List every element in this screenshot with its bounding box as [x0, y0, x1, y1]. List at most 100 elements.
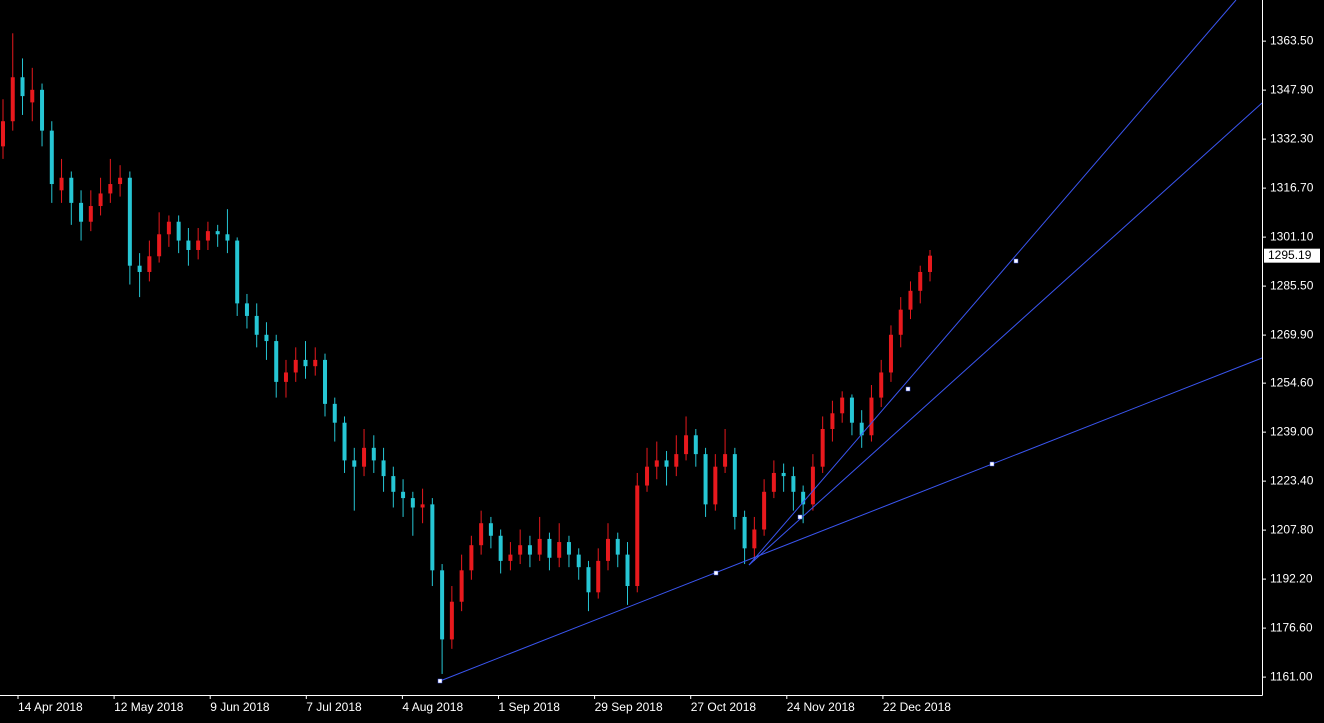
y-tick-label: 1332.30 [1270, 131, 1314, 145]
y-tick-label: 1192.20 [1270, 571, 1313, 585]
candle-body [586, 567, 591, 593]
candle-body [401, 491, 406, 499]
candle-body [235, 240, 240, 304]
candle-body [498, 535, 503, 561]
candle-body [186, 240, 191, 250]
candle-body [703, 454, 708, 505]
handle[interactable] [989, 461, 995, 467]
candle-body [771, 472, 776, 492]
candle-body [752, 529, 757, 549]
candle-body [684, 435, 689, 455]
candle-body [723, 454, 728, 467]
candle-body [469, 545, 474, 571]
candle-body [527, 545, 532, 555]
y-tick-label: 1285.50 [1270, 278, 1314, 292]
x-tick-label: 7 Jul 2018 [306, 700, 362, 714]
candle-body [762, 491, 767, 530]
candle-body [479, 523, 484, 546]
candle-body [674, 454, 679, 467]
candle-body [274, 341, 279, 382]
candle-body [849, 397, 854, 423]
candle-body [791, 476, 796, 492]
candle-body [596, 560, 601, 593]
y-tick-label: 1161.00 [1270, 669, 1313, 683]
handle[interactable] [1013, 258, 1019, 264]
trendline [748, 102, 1263, 566]
y-tick-label: 1363.50 [1270, 33, 1314, 47]
candle-body [488, 523, 493, 536]
candle-body [518, 545, 523, 555]
candle-body [713, 466, 718, 505]
candle-body [664, 460, 669, 467]
candle-body [283, 372, 288, 382]
candle-body [196, 240, 201, 250]
candle-body [303, 359, 308, 367]
candle-body [264, 334, 269, 342]
x-tick-label: 1 Sep 2018 [499, 700, 561, 714]
candle-body [732, 454, 737, 517]
candle-body [147, 256, 152, 272]
candle-body [293, 359, 298, 373]
x-tick-label: 29 Sep 2018 [595, 700, 663, 714]
candle-body [342, 422, 347, 461]
trendline [748, 0, 1237, 566]
handle[interactable] [437, 678, 443, 684]
candle-body [371, 447, 376, 461]
candle-body [615, 538, 620, 555]
candle-body [635, 485, 640, 587]
y-tick-label: 1254.60 [1270, 375, 1314, 389]
candle-body [537, 538, 542, 555]
candle-body [332, 403, 337, 423]
x-tick-label: 9 Jun 2018 [210, 700, 270, 714]
candle-body [88, 206, 93, 222]
y-tick-label: 1316.70 [1270, 180, 1314, 194]
handle[interactable] [797, 514, 803, 520]
last-price-label: 1295.19 [1268, 248, 1312, 262]
candle-body [430, 504, 435, 571]
candle-body [742, 516, 747, 549]
y-tick-label: 1176.60 [1270, 620, 1313, 634]
candle-body [888, 334, 893, 373]
candle-body [605, 538, 610, 561]
handle[interactable] [905, 386, 911, 392]
candle-body [254, 315, 259, 335]
y-tick-label: 1207.80 [1270, 522, 1314, 536]
candle-body [381, 460, 386, 477]
candle-body [820, 428, 825, 467]
trendlines [437, 0, 1263, 684]
candle-body [313, 359, 318, 367]
candle-body [566, 542, 571, 555]
candle-body [859, 422, 864, 436]
candle-body [166, 221, 171, 235]
last-price-box [1264, 248, 1320, 263]
candle-body [244, 303, 249, 316]
x-tick-label: 27 Oct 2018 [691, 700, 757, 714]
y-tick-label: 1301.10 [1270, 229, 1314, 243]
candle-body [98, 193, 103, 207]
candle-body [410, 498, 415, 508]
candle-body [693, 435, 698, 455]
candle-body [137, 265, 142, 272]
candle-body [352, 460, 357, 467]
candle-body [420, 504, 425, 508]
plot [1, 33, 932, 674]
candle-body [869, 397, 874, 436]
candle-body [918, 271, 923, 291]
candle-body [440, 570, 445, 640]
candle-body [391, 476, 396, 492]
candle-body [157, 234, 162, 257]
candle-body [459, 570, 464, 602]
candle-body [654, 460, 659, 467]
x-tick-label: 22 Dec 2018 [883, 700, 951, 714]
y-tick-label: 1239.00 [1270, 424, 1314, 438]
candle-body [908, 290, 913, 310]
candle-body [30, 89, 35, 103]
candle-body [10, 77, 15, 122]
axes: 1161.00 1176.60 1192.20 1207.80 1223.40 1239.… [17, 33, 1320, 714]
candle-body [205, 231, 210, 241]
handle[interactable] [713, 570, 719, 576]
candle-body [625, 554, 630, 587]
candle-body [830, 413, 835, 429]
